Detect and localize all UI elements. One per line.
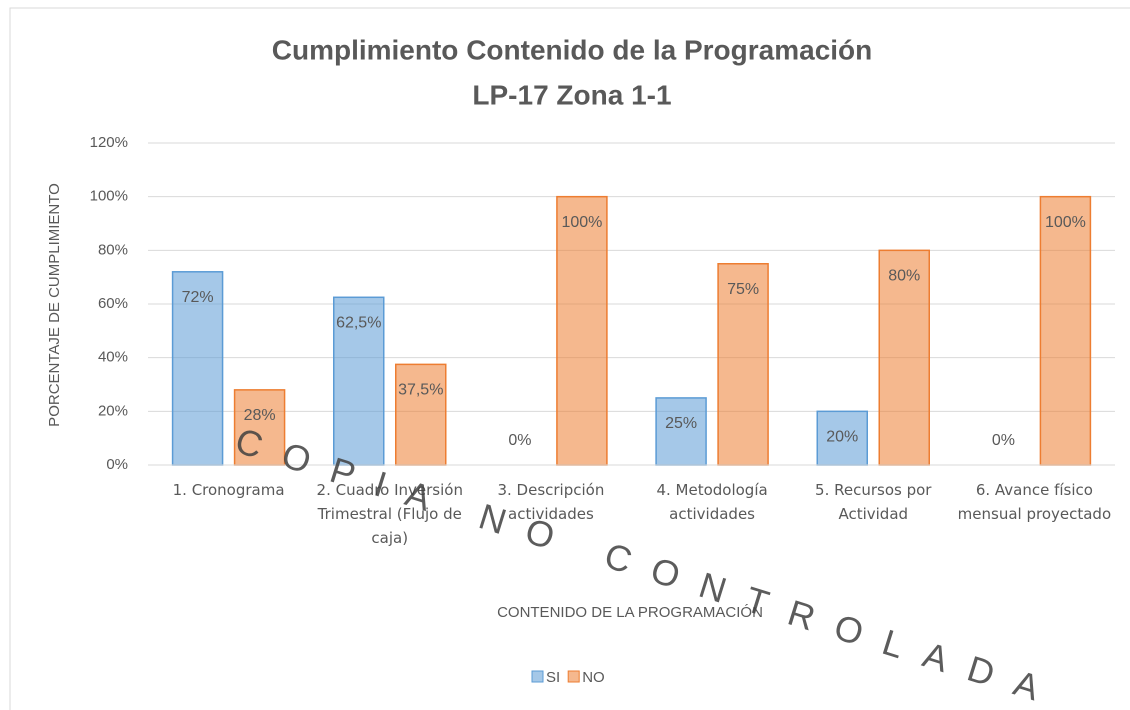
data-label: 100% [561, 214, 602, 231]
x-axis-title: CONTENIDO DE LA PROGRAMACIÓN [497, 604, 763, 621]
bar [233, 389, 286, 466]
x-tick-label-box: 5. Recursos por Actividad [815, 481, 932, 523]
data-label: 28% [244, 407, 276, 424]
data-label: 0% [992, 432, 1015, 449]
data-label: 100% [1045, 214, 1086, 231]
y-tick-label: 80% [98, 241, 128, 258]
x-tick-label-box: 6. Avance físico mensual proyectado [957, 481, 1112, 523]
x-tick-label: 6. Avance físico mensual proyectado [957, 481, 1112, 523]
data-label: 37,5% [398, 382, 443, 399]
data-label: 75% [727, 281, 759, 298]
x-tick-label: 3. Descripción actividades [497, 481, 605, 523]
x-tick-label-box: 3. Descripción actividades [497, 481, 605, 523]
bar [1039, 195, 1092, 466]
x-tick-label: 1. Cronograma [172, 481, 285, 499]
x-tick-label-box: 1. Cronograma [172, 481, 285, 499]
data-label: 72% [182, 289, 214, 306]
y-tick-label: 120% [90, 134, 128, 151]
legend-swatch [567, 670, 580, 683]
chart-frame [9, 7, 1130, 710]
data-label: 25% [665, 415, 697, 432]
chart-title: LP-17 Zona 1-1 [472, 79, 671, 110]
x-tick-label-box: 2. Cuadro Inversión Trimestral (Flujo de… [316, 481, 463, 547]
chart-title: Cumplimiento Contenido de la Programació… [272, 34, 873, 65]
y-tick-label: 100% [90, 188, 128, 205]
legend-label: SI [546, 669, 560, 686]
x-tick-label-box: 4. Metodología actividades [656, 481, 768, 523]
y-axis-title: PORCENTAJE DE CUMPLIMIENTO [46, 183, 63, 427]
legend-swatch [531, 670, 544, 683]
bar [717, 263, 769, 466]
bar [878, 249, 930, 466]
x-tick-label: 5. Recursos por Actividad [815, 481, 932, 523]
data-label: 0% [508, 432, 531, 449]
bar [395, 363, 447, 466]
y-tick-label: 60% [98, 295, 128, 312]
x-tick-label: 4. Metodología actividades [656, 481, 768, 523]
y-tick-label: 40% [98, 349, 128, 366]
bar [655, 397, 707, 466]
x-tick-label: 2. Cuadro Inversión Trimestral (Flujo de… [316, 481, 463, 547]
data-label: 80% [888, 268, 920, 285]
bar [556, 195, 608, 466]
bar [816, 410, 868, 466]
data-label: 62,5% [336, 315, 381, 332]
y-tick-label: 20% [98, 402, 128, 419]
data-label: 20% [826, 429, 858, 446]
y-tick-label: 0% [106, 456, 128, 473]
legend-label: NO [582, 669, 605, 686]
